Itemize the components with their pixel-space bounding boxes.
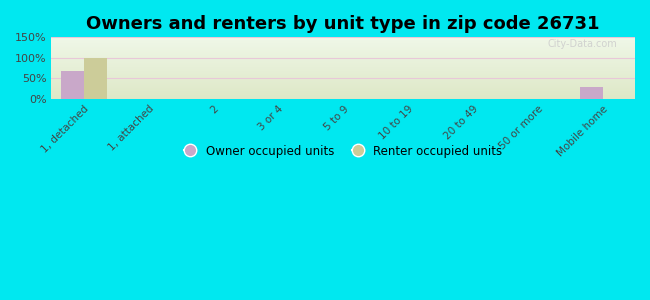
- Bar: [580, 87, 603, 99]
- Title: Owners and renters by unit type in zip code 26731: Owners and renters by unit type in zip c…: [86, 15, 600, 33]
- Legend: Owner occupied units, Renter occupied units: Owner occupied units, Renter occupied un…: [179, 140, 507, 163]
- Bar: [84, 58, 107, 99]
- Bar: [61, 71, 84, 99]
- Text: City-Data.com: City-Data.com: [548, 39, 617, 49]
